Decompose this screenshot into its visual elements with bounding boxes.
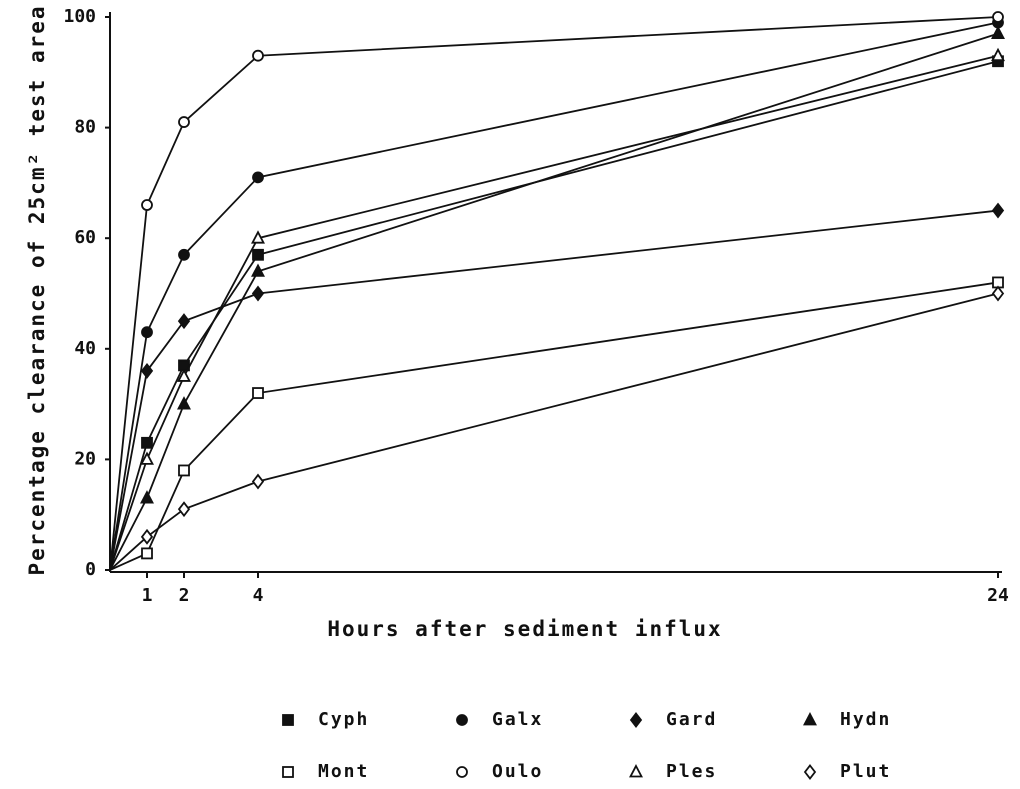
marker — [252, 171, 264, 184]
marker — [141, 326, 153, 339]
marker — [252, 248, 264, 261]
marker — [177, 501, 191, 518]
legend-label: Plut — [840, 761, 891, 782]
marker — [177, 396, 191, 410]
legend-label: Gard — [666, 709, 717, 730]
series-line — [109, 60, 999, 571]
marker — [991, 285, 1005, 302]
y-tick-label: 40 — [74, 338, 96, 359]
marker — [252, 49, 264, 62]
marker — [282, 766, 294, 778]
marker — [629, 712, 643, 728]
marker — [456, 714, 468, 726]
x-tick-label: 24 — [987, 585, 1009, 606]
y-tick-label: 20 — [74, 448, 96, 469]
legend-label: Mont — [318, 761, 369, 782]
marker — [251, 285, 265, 302]
x-axis-label: Hours after sediment influx — [327, 617, 722, 641]
marker — [178, 464, 190, 477]
marker — [803, 712, 817, 726]
marker — [991, 25, 1005, 39]
marker — [252, 387, 264, 399]
x-tick-label: 1 — [142, 585, 153, 606]
y-axis-label: Percentage clearance of 25cm² test area — [25, 4, 49, 575]
x-tick-label: 2 — [179, 585, 190, 606]
marker — [140, 362, 154, 379]
marker — [803, 764, 817, 780]
series-line — [109, 54, 999, 571]
legend-label: Hydn — [840, 709, 891, 730]
marker — [456, 766, 468, 778]
marker — [177, 368, 191, 382]
x-tick-label: 4 — [253, 585, 264, 606]
legend-label: Oulo — [492, 761, 543, 782]
marker — [178, 116, 190, 128]
series-line — [109, 281, 999, 571]
marker — [251, 473, 265, 490]
legend-label: Galx — [492, 709, 543, 730]
y-tick-label: 0 — [85, 559, 96, 580]
marker — [991, 47, 1005, 62]
marker — [177, 313, 191, 330]
y-tick-label: 100 — [63, 6, 96, 27]
marker — [282, 714, 294, 726]
marker — [178, 248, 190, 261]
marker — [140, 528, 154, 545]
marker — [141, 436, 153, 449]
marker — [251, 263, 265, 277]
y-tick-label: 80 — [74, 117, 96, 138]
marker — [141, 547, 153, 560]
marker — [140, 490, 154, 504]
marker — [991, 202, 1005, 219]
marker — [992, 11, 1004, 23]
marker — [140, 451, 154, 465]
legend-label: Cyph — [318, 709, 369, 730]
legend-label: Ples — [666, 761, 717, 782]
marker — [629, 764, 643, 778]
marker — [251, 230, 265, 244]
series-line — [109, 292, 999, 571]
y-tick-label: 60 — [74, 227, 96, 248]
marker — [141, 199, 153, 211]
